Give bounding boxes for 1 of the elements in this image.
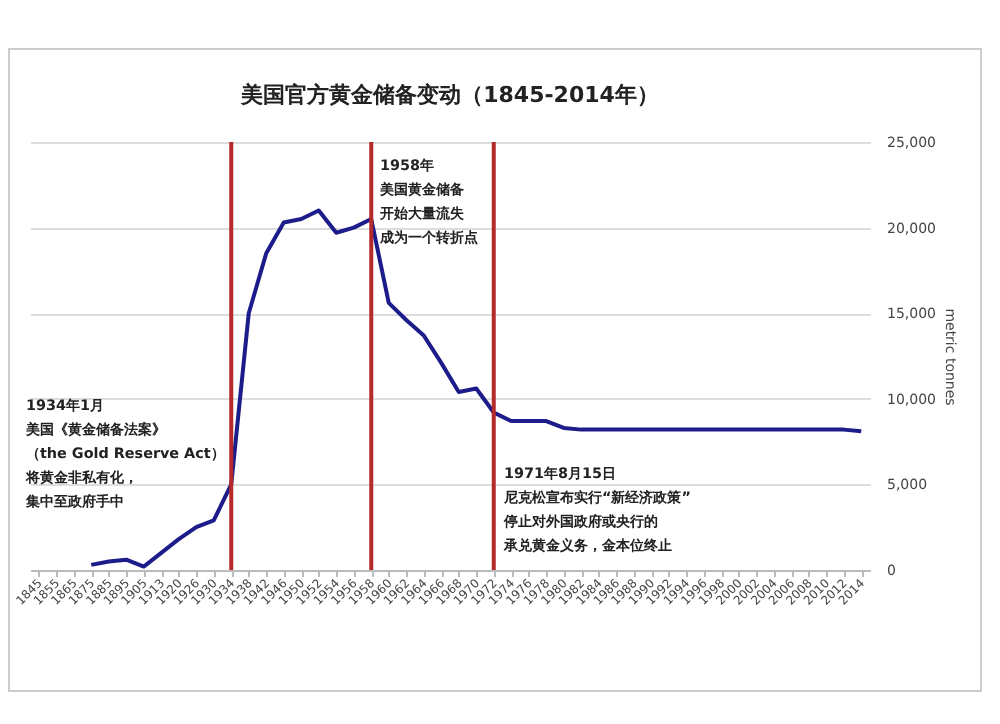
chart-title: 美国官方黄金储备变动（1845-2014年） [239,82,659,108]
